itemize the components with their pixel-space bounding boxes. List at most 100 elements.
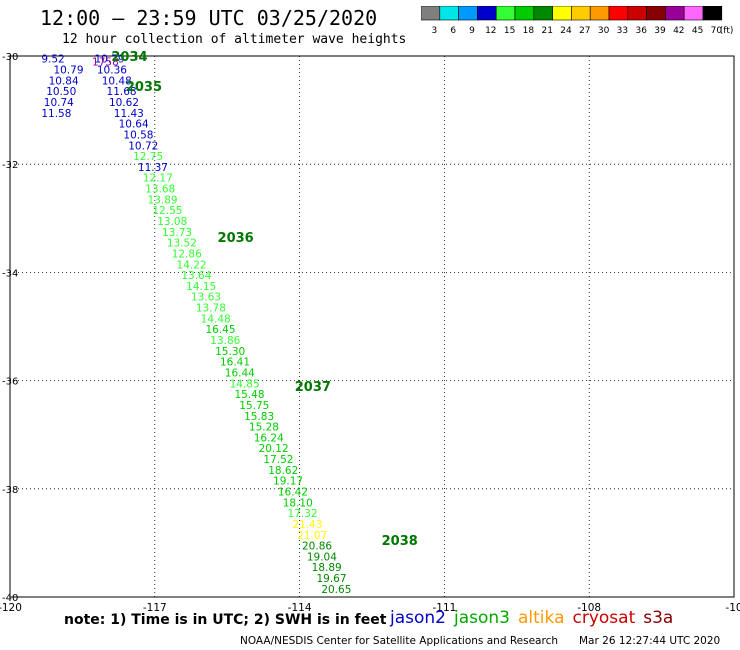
- wave-height-point: 14.22: [177, 259, 207, 271]
- wave-height-point: 12.75: [133, 151, 163, 163]
- wave-height-point: 15.83: [244, 411, 274, 423]
- colorbar-label: 27: [579, 26, 590, 36]
- legend-entry-s3a: s3a: [643, 608, 674, 628]
- wave-height-point: 12.86: [172, 248, 202, 260]
- x-tick-label: -120: [0, 602, 22, 612]
- colorbar-label: 18: [523, 26, 535, 36]
- pass-time-label: 2035: [126, 80, 162, 95]
- colorbar-label: 42: [673, 26, 684, 36]
- wave-height-point: 12.55: [152, 205, 182, 217]
- x-tick-label: -114: [288, 602, 312, 612]
- wave-height-point: 21.07: [297, 530, 327, 542]
- wave-height-point: 14.15: [186, 281, 216, 293]
- wave-height-point: 20.12: [259, 443, 289, 455]
- y-tick-label: -30: [2, 52, 18, 63]
- y-tick-label: -32: [2, 160, 18, 171]
- plot-frame: [9, 55, 735, 598]
- satellite-legend: jason2 jason3 altika cryosat s3a: [390, 608, 681, 628]
- wave-height-point: 13.68: [145, 184, 175, 196]
- colorbar-unit: (ft): [720, 26, 733, 36]
- wave-height-point: 16.42: [278, 487, 308, 499]
- colorbar-swatch: [702, 6, 723, 21]
- wave-height-point: 10.64: [119, 119, 149, 131]
- wave-height-point: 14.48: [201, 313, 231, 325]
- x-tick-label: -111: [432, 602, 456, 612]
- colorbar-label: 3: [432, 26, 438, 36]
- wave-height-point: 11.37: [138, 162, 168, 174]
- pass-time-label: 2038: [382, 534, 418, 549]
- colorbar-label: 70: [711, 26, 723, 36]
- colorbar-label: 15: [504, 26, 515, 36]
- colorbar-label: 36: [635, 26, 647, 36]
- wave-height-point: 9.52: [41, 54, 64, 66]
- legend-entry-jason3: jason3: [454, 608, 510, 628]
- wave-height-point: 10.48: [102, 75, 132, 87]
- wave-height-point: 16.41: [220, 357, 250, 369]
- credit-text: NOAA/NESDIS Center for Satellite Applica…: [240, 635, 558, 647]
- colorbar-label: 33: [617, 26, 628, 36]
- wave-height-point: 10.36: [97, 65, 127, 77]
- y-tick-label: -38: [2, 485, 18, 496]
- wave-height-point: 13.63: [191, 292, 221, 304]
- generation-timestamp: Mar 26 12:27:44 UTC 2020: [579, 635, 721, 647]
- wave-height-point: 10.79: [94, 54, 124, 66]
- colorbar-label: 39: [654, 26, 666, 36]
- wave-height-point: 13.64: [181, 270, 211, 282]
- wave-height-point: 15.48: [234, 389, 264, 401]
- wave-height-point: 14.85: [230, 378, 260, 390]
- colorbar-label: 24: [560, 26, 572, 36]
- wave-height-point: 15.75: [239, 400, 269, 412]
- wave-height-point: 10.58: [123, 129, 153, 141]
- x-tick-label: -10: [725, 602, 740, 612]
- wave-height-point: 16.45: [205, 324, 235, 336]
- legend-entry-cryosat: cryosat: [572, 608, 636, 628]
- x-tick-label: -108: [577, 602, 601, 612]
- wave-height-point: 15.30: [215, 346, 245, 358]
- colorbar-label: 9: [469, 26, 475, 36]
- colorbar-label: 45: [692, 26, 703, 36]
- wave-height-point: 13.73: [162, 227, 192, 239]
- colorbar-label: 30: [598, 26, 610, 36]
- wave-height-point: 11.43: [114, 108, 144, 120]
- wave-height-point: 10.84: [49, 75, 79, 87]
- chart-plot: -120 -117 -114 -111 -108 -10 -30 -32 -34 -36 -38 -4…: [0, 50, 740, 612]
- legend-entry-altika: altika: [518, 608, 565, 628]
- pass-time-label: 2037: [295, 380, 331, 395]
- wave-height-point: 15.28: [249, 422, 279, 434]
- legend-entry-jason2: jason2: [390, 608, 446, 628]
- pass-time-label: 2034: [111, 50, 147, 65]
- wave-height-point: 10.50: [46, 86, 76, 98]
- colorbar-label: 6: [450, 26, 456, 36]
- wave-height-point: 17.32: [288, 508, 318, 520]
- wave-height-point: 13.86: [210, 335, 240, 347]
- colorbar-label: 21: [541, 26, 552, 36]
- y-tick-label: -40: [2, 593, 18, 604]
- wave-height-point: 17.52: [263, 454, 293, 466]
- wave-height-point: 16.44: [225, 367, 255, 379]
- wave-height-point: 13.08: [157, 216, 187, 228]
- wave-height-point: 11.58: [41, 108, 71, 120]
- y-tick-label: -34: [2, 268, 18, 279]
- chart-note: note: 1) Time is in UTC; 2) SWH is in fe…: [64, 612, 387, 628]
- wave-height-point: 19.04: [307, 551, 337, 563]
- wave-height-point: 12.17: [143, 173, 173, 185]
- wave-height-point: 13.78: [196, 303, 226, 315]
- colorbar-label: 12: [485, 26, 496, 36]
- wave-height-point: 20.86: [302, 541, 332, 553]
- wave-height-point: 10.74: [44, 97, 74, 109]
- wave-height-point: 18.10: [283, 497, 313, 509]
- wave-height-point: 19.67: [316, 573, 346, 585]
- wave-height-point: 13.89: [148, 194, 178, 206]
- wave-height-point: 16.24: [254, 432, 284, 444]
- chart-subtitle: 12 hour collection of altimeter wave hei…: [62, 32, 407, 47]
- y-tick-label: -36: [2, 377, 18, 388]
- wave-height-point: 10.62: [109, 97, 139, 109]
- wave-height-point: 18.62: [268, 465, 298, 477]
- wave-height-point: 19.17: [273, 476, 303, 488]
- colorbar: 3 6 9 12 15 18 21 24 27 30 33 36 39 42 45 70(ft): [421, 6, 733, 36]
- wave-height-point: 11.68: [107, 86, 137, 98]
- wave-height-point: 10.72: [128, 140, 158, 152]
- wave-height-point: 1758: [92, 56, 119, 68]
- wave-height-point: 18.89: [312, 562, 342, 574]
